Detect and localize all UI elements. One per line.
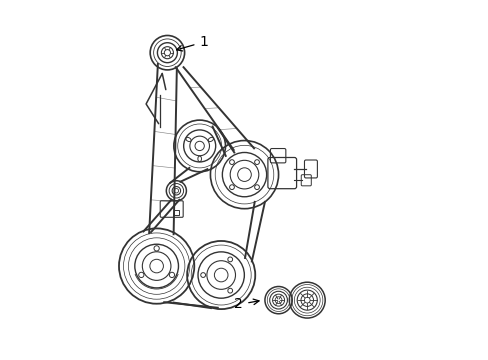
Bar xyxy=(174,211,178,215)
Text: 2: 2 xyxy=(234,297,259,311)
Text: 1: 1 xyxy=(176,35,208,51)
